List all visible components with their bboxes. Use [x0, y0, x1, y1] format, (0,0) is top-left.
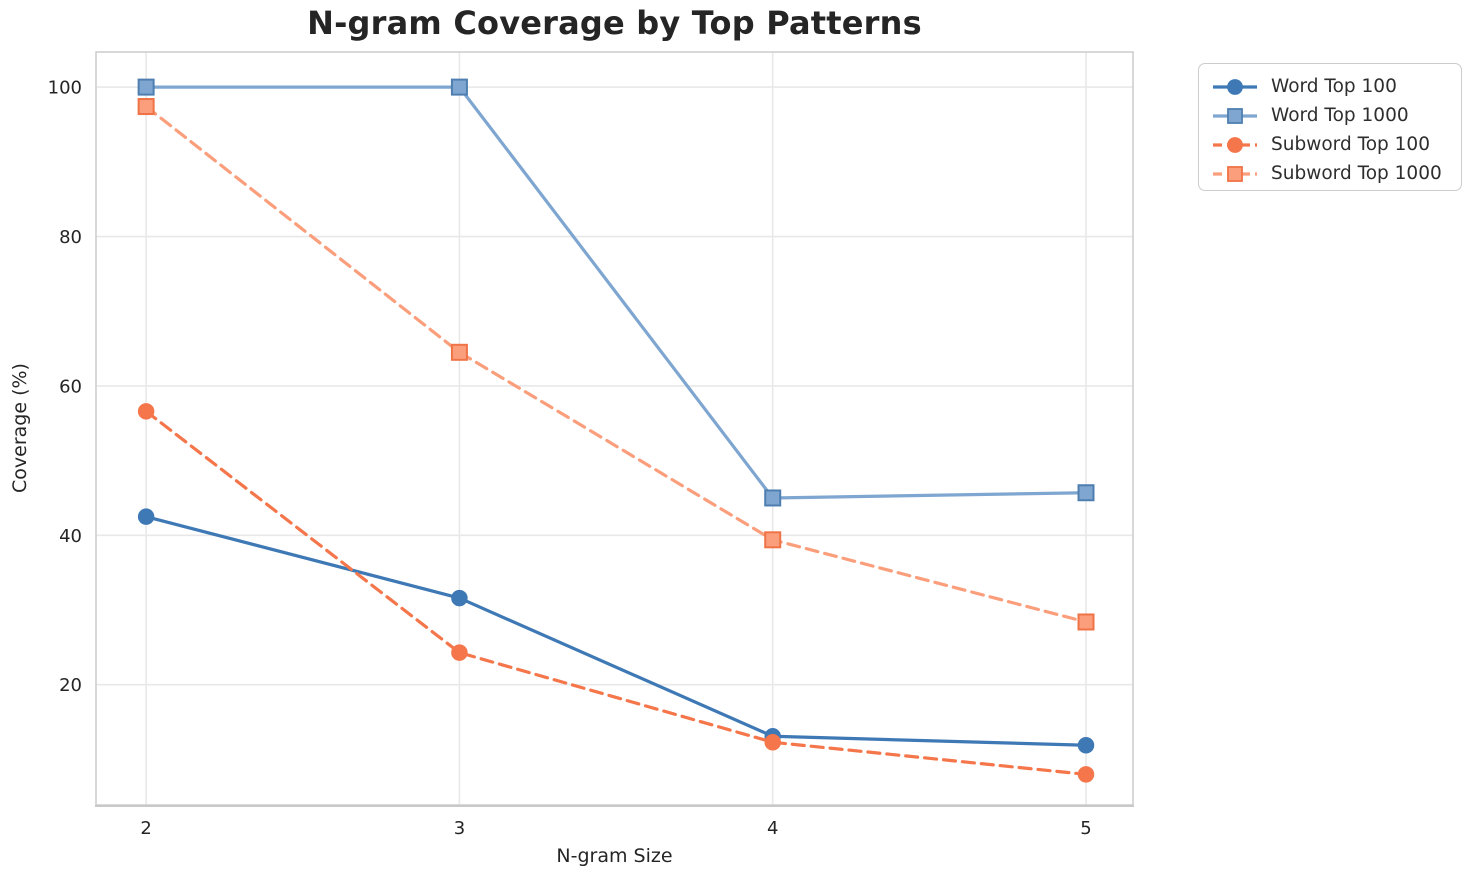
legend-sample-icon: [1213, 136, 1257, 153]
y-tick-label: 100: [48, 78, 82, 99]
data-point-marker: [450, 343, 468, 361]
data-point-marker: [1077, 484, 1095, 502]
data-point-marker: [137, 98, 155, 116]
series-line: [144, 85, 1088, 500]
legend: Word Top 100 Word Top 1000 Subword Top 100…: [1198, 63, 1462, 191]
y-tick-label: 20: [59, 675, 82, 696]
data-point-marker: [137, 78, 155, 96]
legend-label: Subword Top 1000: [1271, 163, 1442, 184]
legend-sample-icon: [1213, 165, 1257, 182]
series-line: [144, 104, 1088, 624]
legend-label: Subword Top 100: [1271, 134, 1430, 155]
series-line: [144, 409, 1088, 776]
plot-border: [95, 51, 1134, 806]
chart-title: N-gram Coverage by Top Patterns: [307, 4, 922, 42]
y-tick-label: 40: [59, 526, 82, 547]
legend-item: Word Top 100: [1212, 72, 1461, 101]
legend-label: Word Top 100: [1271, 76, 1397, 97]
data-point-marker: [137, 403, 155, 420]
legend-sample-icon: [1213, 78, 1257, 95]
data-point-marker: [450, 78, 468, 96]
x-tick-label: 4: [767, 818, 778, 839]
legend-item: Subword Top 1000: [1212, 159, 1461, 188]
data-point-marker: [451, 644, 468, 661]
data-point-marker: [137, 508, 155, 525]
y-tick-label: 60: [59, 376, 82, 397]
data-point-marker: [1077, 613, 1095, 631]
legend-item: Subword Top 100: [1212, 130, 1461, 159]
y-tick-label: 80: [59, 227, 82, 248]
data-point-marker: [764, 531, 782, 549]
data-point-marker: [764, 734, 781, 751]
data-point-marker: [764, 489, 782, 507]
x-tick-label: 5: [1080, 818, 1091, 839]
data-point-marker: [1077, 736, 1095, 754]
x-axis-label: N-gram Size: [556, 845, 673, 867]
legend-label: Word Top 1000: [1271, 105, 1409, 126]
x-tick-label: 2: [140, 818, 151, 839]
x-tick-label: 3: [454, 818, 465, 839]
series-line: [144, 515, 1088, 747]
data-point-marker: [451, 589, 468, 607]
data-point-marker: [1077, 766, 1095, 783]
legend-item: Word Top 1000: [1212, 101, 1461, 130]
legend-sample-icon: [1213, 107, 1257, 124]
